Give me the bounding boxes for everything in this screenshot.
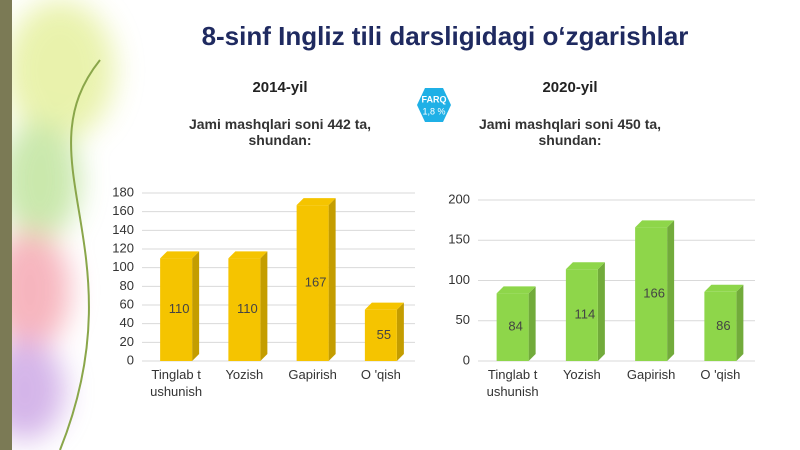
value-label: 110 [169,301,190,316]
value-label: 114 [575,307,596,322]
decoration [0,0,115,440]
bar-top [228,251,268,259]
x-tick-label: Yozish [225,367,264,382]
chart-subtitle: Jami mashqlari soni 442 ta, shundan: [188,116,372,148]
y-tick-label: 100 [112,259,134,274]
bar-side [328,198,336,361]
x-tick-label: Gapirish [288,367,337,382]
bar-side [528,286,536,361]
bar-side [667,220,675,361]
bar-top [565,262,605,270]
x-tick-label: Gapirish [626,367,676,382]
bar [160,258,193,361]
y-tick-label: 40 [120,315,134,330]
x-tick-label: Yozish [562,367,601,382]
bar-top [364,302,404,310]
bar [228,258,261,361]
bar-side [396,302,404,361]
bar-top [160,251,200,259]
y-tick-label: 20 [120,334,134,349]
y-tick-label: 160 [112,203,134,218]
badge-label: FARQ [421,94,446,104]
bar [565,269,598,361]
badge-value: 1,8 % [422,106,445,116]
bar [296,205,329,361]
y-tick-label: 50 [456,312,470,327]
badge [417,88,451,122]
y-tick-label: 140 [112,222,134,237]
slide-title: 8-sinf Ingliz tili darsligidagi o‘zgaris… [202,21,689,51]
chart-title: 2020-yil [542,79,597,96]
y-tick-label: 180 [112,184,134,199]
value-label: 55 [377,327,391,342]
bar [635,227,668,361]
value-label: 166 [643,286,665,301]
bar [364,309,397,361]
x-tick-label: Tinglab tushunish [150,367,203,399]
chart-subtitle: Jami mashqlari soni 450 ta, shundan: [478,116,662,148]
bar-side [192,251,200,361]
x-tick-label: O 'qish [360,367,401,382]
bar-side [260,251,268,361]
x-tick-label: O 'qish [700,367,741,382]
y-tick-label: 80 [120,278,134,293]
y-tick-label: 200 [448,191,470,206]
swirl [59,59,101,450]
y-tick-label: 100 [448,272,470,287]
value-label: 110 [237,301,258,316]
y-tick-label: 150 [448,232,470,247]
value-label: 167 [305,275,327,290]
bar-top [635,220,675,228]
x-tick-label: Tinglab tushunish [486,367,539,399]
bar-top [704,284,744,292]
bar [704,291,737,361]
bar-side [736,284,744,361]
y-tick-label: 120 [112,240,134,255]
side-strip [0,0,12,450]
y-tick-label: 0 [463,352,470,367]
y-tick-label: 0 [127,352,134,367]
bar-top [496,286,536,294]
y-tick-label: 60 [120,296,134,311]
bar-side [597,262,605,361]
value-label: 86 [716,318,730,333]
bar [496,293,529,361]
chart-title: 2014-yil [252,79,307,96]
value-label: 84 [508,319,522,334]
bar-top [296,198,336,206]
